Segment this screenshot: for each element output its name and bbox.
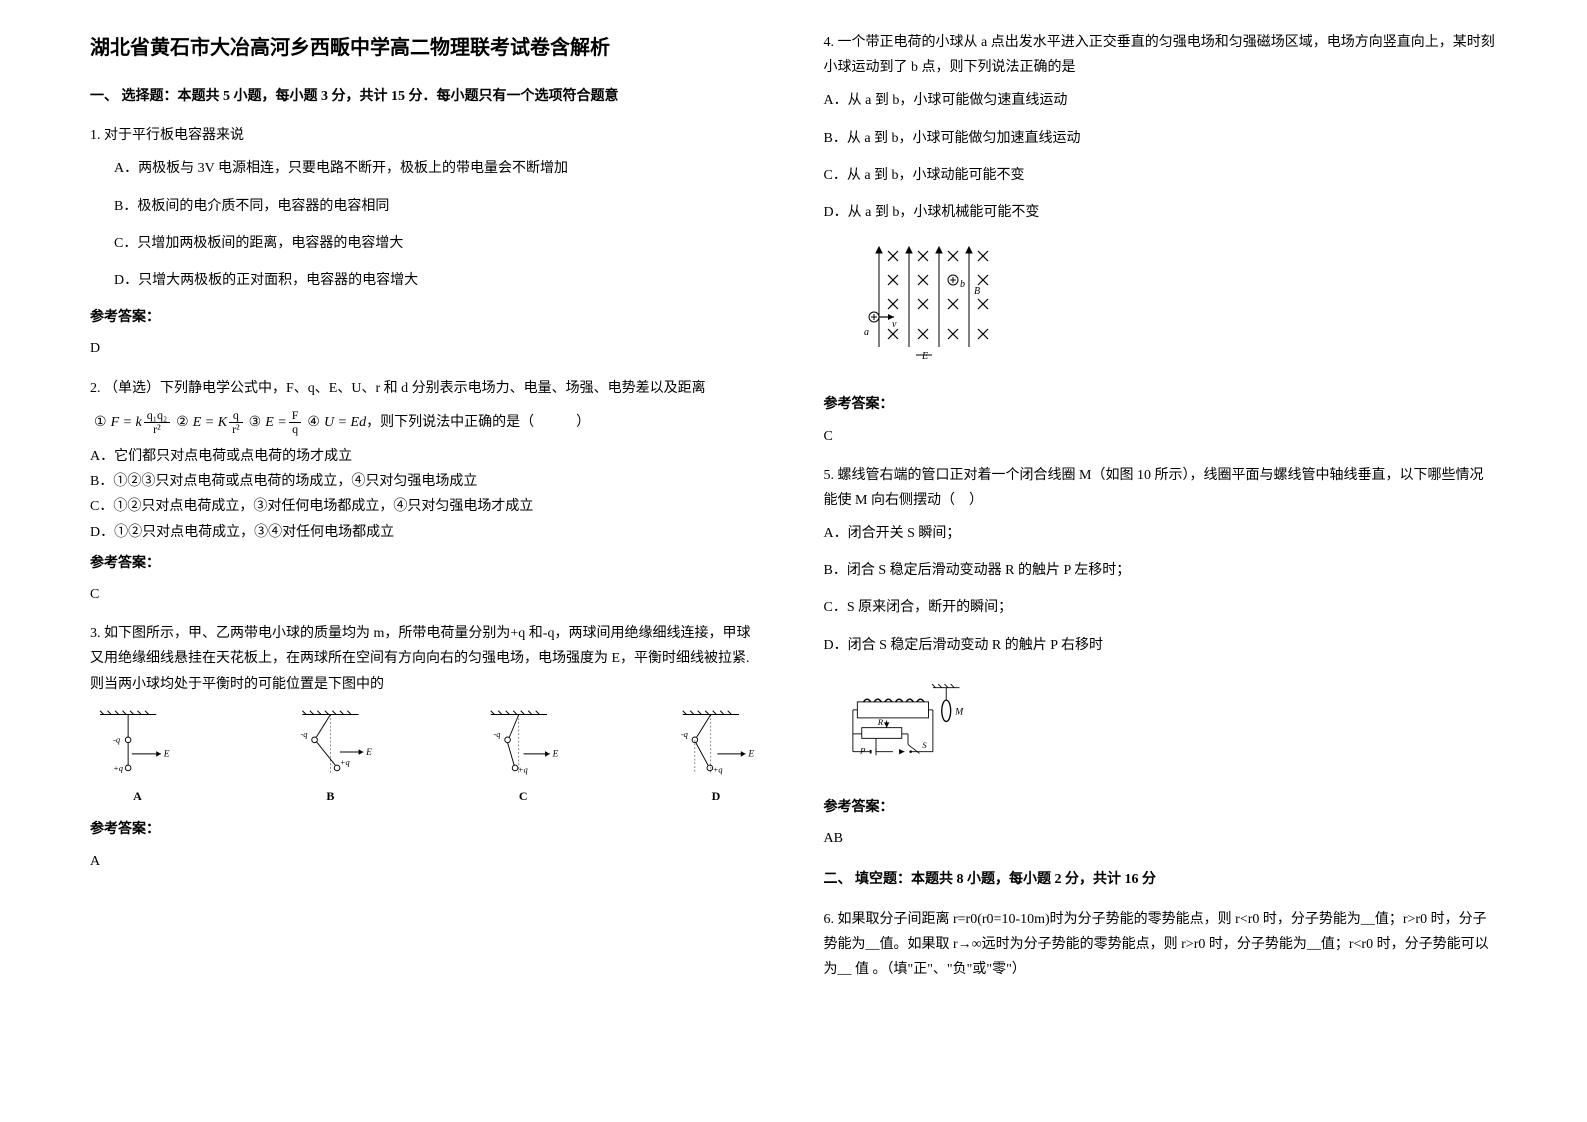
question-3: 3. 如下图所示，甲、乙两带电小球的质量均为 m，所带电荷量分别为+q 和-q，… [90, 621, 764, 874]
q4-answer: C [824, 424, 1498, 449]
left-column: 湖北省黄石市大冶高河乡西畈中学高二物理联考试卷含解析 一、 选择题：本题共 5 … [60, 30, 794, 1092]
svg-text:v: v [892, 319, 897, 330]
frac-2: qr² [229, 409, 243, 436]
q2-formulas: ① F = k q₁q₂r² ② E = K qr² ③ E = Fq ④ U … [90, 409, 764, 436]
q1-option-a: A．两极板与 3V 电源相连，只要电路不断开，极板上的带电量会不断增加 [114, 156, 764, 181]
q1-option-b: B．极板间的电介质不同，电容器的电容相同 [114, 194, 764, 219]
q3-fig-b: -q +q E B [283, 707, 378, 808]
q5-option-d: D．闭合 S 稳定后滑动变动 R 的触片 P 右移时 [824, 633, 1498, 658]
svg-text:-q: -q [681, 729, 689, 739]
question-1: 1. 对于平行板电容器来说 A．两极板与 3V 电源相连，只要电路不断开，极板上… [90, 123, 764, 361]
q3-label-c: C [519, 786, 528, 808]
svg-text:+q: +q [518, 764, 529, 774]
svg-text:-q: -q [493, 729, 501, 739]
q4-text: 4. 一个带正电荷的小球从 a 点出发水平进入正交垂直的匀强电场和匀强磁场区域，… [824, 30, 1498, 80]
q3-svg-d: -q +q E [668, 707, 763, 782]
svg-text:M: M [954, 706, 964, 717]
page-title: 湖北省黄石市大冶高河乡西畈中学高二物理联考试卷含解析 [90, 30, 764, 66]
q1-option-c: C．只增加两极板间的距离，电容器的电容增大 [114, 231, 764, 256]
question-2: 2. （单选）下列静电学公式中，F、q、E、U、r 和 d 分别表示电场力、电量… [90, 376, 764, 608]
e-eq: E = K [193, 410, 227, 435]
q1-answer-label: 参考答案： [90, 305, 764, 330]
question-4: 4. 一个带正电荷的小球从 a 点出发水平进入正交垂直的匀强电场和匀强磁场区域，… [824, 30, 1498, 449]
right-column: 4. 一个带正电荷的小球从 a 点出发水平进入正交垂直的匀强电场和匀强磁场区域，… [794, 30, 1528, 1092]
question-5: 5. 螺线管右端的管口正对着一个闭合线圈 M（如图 10 所示），线圈平面与螺线… [824, 463, 1498, 852]
svg-text:+q: +q [340, 757, 351, 767]
svg-text:-q: -q [113, 734, 121, 744]
svg-text:E: E [163, 749, 170, 759]
q2-tail: ，则下列说法中正确的是（ ） [366, 410, 590, 435]
q5-option-a: A．闭合开关 S 瞬间； [824, 521, 1498, 546]
svg-text:P: P [859, 745, 866, 755]
q2-option-b: B．①②③只对点电荷或点电荷的场成立，④只对匀强电场成立 [90, 469, 764, 494]
q4-option-d: D．从 a 到 b，小球机械能可能不变 [824, 200, 1498, 225]
q4-diagram: b v a B E [844, 237, 1004, 367]
q4-option-a: A．从 a 到 b，小球可能做匀速直线运动 [824, 88, 1498, 113]
svg-text:b: b [960, 279, 965, 290]
q2-answer: C [90, 582, 764, 607]
q1-answer: D [90, 336, 764, 361]
svg-text:B: B [974, 286, 980, 297]
q3-svg-c: -q +q E [476, 707, 571, 782]
q1-option-d: D．只增大两极板的正对面积，电容器的电容增大 [114, 268, 764, 293]
q2-answer-label: 参考答案： [90, 551, 764, 576]
q2-option-a: A．它们都只对点电荷或点电荷的场才成立 [90, 444, 764, 469]
circle-3: ③ [249, 410, 262, 435]
q2-text: 2. （单选）下列静电学公式中，F、q、E、U、r 和 d 分别表示电场力、电量… [90, 376, 764, 401]
svg-text:+q: +q [713, 764, 724, 774]
svg-text:-q: -q [300, 729, 308, 739]
q5-option-b: B．闭合 S 稳定后滑动变动器 R 的触片 P 左移时； [824, 558, 1498, 583]
circle-2: ② [176, 410, 189, 435]
svg-text:E: E [748, 749, 755, 759]
q3-label-d: D [712, 786, 721, 808]
q4-option-b: B．从 a 到 b，小球可能做匀加速直线运动 [824, 126, 1498, 151]
q5-option-c: C．S 原来闭合，断开的瞬间； [824, 595, 1498, 620]
q3-svg-a: -q +q E [90, 707, 185, 782]
q5-answer-label: 参考答案： [824, 795, 1498, 820]
q5-answer: AB [824, 826, 1498, 851]
q3-fig-a: -q +q E A [90, 707, 185, 808]
q4-option-c: C．从 a 到 b，小球动能可能不变 [824, 163, 1498, 188]
q1-text: 1. 对于平行板电容器来说 [90, 123, 764, 148]
svg-text:E: E [551, 749, 558, 759]
section2-header: 二、 填空题：本题共 8 小题，每小题 2 分，共计 16 分 [824, 867, 1498, 892]
frac-1: q₁q₂r² [144, 409, 170, 436]
q3-answer: A [90, 849, 764, 874]
q2-option-c: C．①②只对点电荷成立，③对任何电场都成立，④只对匀强电场才成立 [90, 494, 764, 519]
f-eq: F = k [111, 410, 142, 435]
circle-1: ① [94, 410, 107, 435]
frac-3: Fq [289, 409, 302, 436]
svg-text:+q: +q [113, 763, 124, 773]
q3-fig-c: -q +q E C [476, 707, 571, 808]
svg-text:S: S [922, 740, 927, 750]
u-eq: U = Ed [324, 410, 366, 435]
q4-answer-label: 参考答案： [824, 392, 1498, 417]
svg-text:E: E [365, 748, 372, 758]
svg-text:a: a [864, 327, 869, 338]
q6-text: 6. 如果取分子间距离 r=r0(r0=10-10m)时为分子势能的零势能点，则… [824, 907, 1498, 983]
q3-figures: -q +q E A -q [90, 707, 764, 808]
question-6: 6. 如果取分子间距离 r=r0(r0=10-10m)时为分子势能的零势能点，则… [824, 907, 1498, 983]
q3-text: 3. 如下图所示，甲、乙两带电小球的质量均为 m，所带电荷量分别为+q 和-q，… [90, 621, 764, 697]
svg-text:E: E [921, 351, 928, 362]
q3-svg-b: -q +q E [283, 707, 378, 782]
q2-option-d: D．①②只对点电荷成立，③④对任何电场都成立 [90, 520, 764, 545]
q3-label-a: A [133, 786, 142, 808]
e-eq2: E = [265, 410, 287, 435]
q3-label-b: B [326, 786, 334, 808]
q3-fig-d: -q +q E D [668, 707, 763, 808]
circle-4: ④ [307, 410, 320, 435]
section1-header: 一、 选择题：本题共 5 小题，每小题 3 分，共计 15 分．每小题只有一个选… [90, 84, 764, 109]
q3-answer-label: 参考答案： [90, 817, 764, 842]
svg-text:R: R [876, 717, 883, 727]
q5-diagram: M R P [844, 680, 1004, 770]
q5-text: 5. 螺线管右端的管口正对着一个闭合线圈 M（如图 10 所示），线圈平面与螺线… [824, 463, 1498, 513]
